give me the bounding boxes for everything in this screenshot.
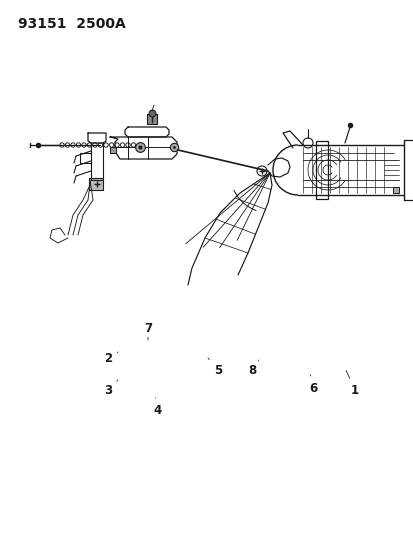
Text: 7: 7 — [144, 321, 152, 340]
Text: 1: 1 — [345, 370, 358, 397]
Text: 8: 8 — [247, 360, 259, 376]
Text: 93151  2500A: 93151 2500A — [18, 17, 126, 31]
FancyBboxPatch shape — [89, 178, 103, 190]
Text: 3: 3 — [104, 380, 118, 397]
Text: 4: 4 — [154, 398, 162, 416]
Text: 5: 5 — [207, 358, 222, 376]
Text: 6: 6 — [308, 375, 316, 394]
Text: 2: 2 — [104, 351, 118, 365]
